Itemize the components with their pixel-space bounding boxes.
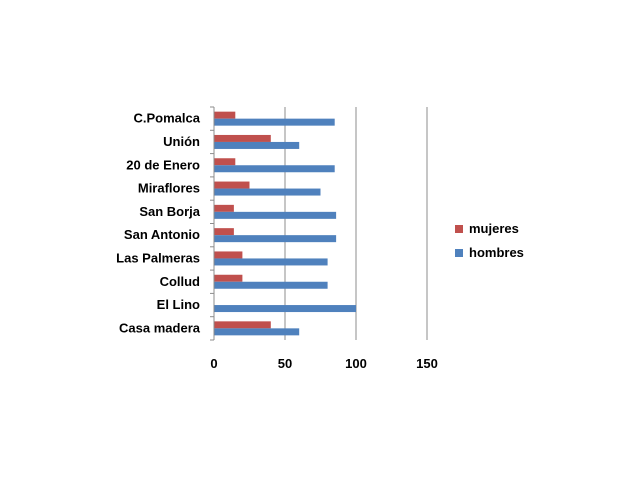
legend-label-mujeres: mujeres — [469, 221, 519, 236]
bar-mujeres-9 — [214, 321, 271, 329]
bar-mujeres-6 — [214, 251, 243, 259]
x-tick-label: 150 — [416, 356, 438, 371]
x-tick-label: 50 — [278, 356, 292, 371]
bar-hombres-7 — [214, 281, 328, 289]
x-tick-labels: 0 50 100 150 — [210, 356, 437, 371]
bars — [214, 111, 356, 336]
bar-mujeres-4 — [214, 204, 234, 212]
x-tick-label: 100 — [345, 356, 367, 371]
category-label: San Antonio — [124, 227, 200, 242]
x-tick-label: 0 — [210, 356, 217, 371]
bar-mujeres-3 — [214, 181, 250, 189]
bar-hombres-3 — [214, 188, 321, 196]
category-label: C.Pomalca — [134, 111, 201, 126]
category-label: Miraflores — [138, 181, 200, 196]
bar-hombres-9 — [214, 328, 300, 336]
bar-hombres-6 — [214, 258, 328, 266]
legend: mujeres hombres — [455, 221, 524, 260]
legend-swatch-mujeres — [455, 225, 463, 233]
bar-mujeres-5 — [214, 228, 234, 236]
category-labels: C.Pomalca Unión 20 de Enero Miraflores San B… — [116, 111, 201, 336]
legend-swatch-hombres — [455, 249, 463, 257]
category-label: Las Palmeras — [116, 250, 200, 265]
bar-mujeres-0 — [214, 111, 236, 119]
bar-hombres-5 — [214, 235, 337, 243]
bar-mujeres-7 — [214, 274, 243, 282]
axes — [210, 106, 215, 341]
category-label: Collud — [160, 274, 200, 289]
category-label: El Lino — [157, 297, 200, 312]
bar-hombres-1 — [214, 141, 300, 149]
bar-hombres-8 — [214, 305, 356, 313]
category-label: Casa madera — [119, 320, 201, 335]
category-label: San Borja — [139, 204, 200, 219]
legend-label-hombres: hombres — [469, 245, 524, 260]
bar-hombres-2 — [214, 165, 335, 173]
bar-hombres-0 — [214, 118, 335, 126]
category-label: 20 de Enero — [126, 157, 200, 172]
bar-mujeres-1 — [214, 134, 271, 142]
category-label: Unión — [163, 134, 200, 149]
bar-mujeres-2 — [214, 158, 236, 166]
bar-hombres-4 — [214, 211, 337, 219]
